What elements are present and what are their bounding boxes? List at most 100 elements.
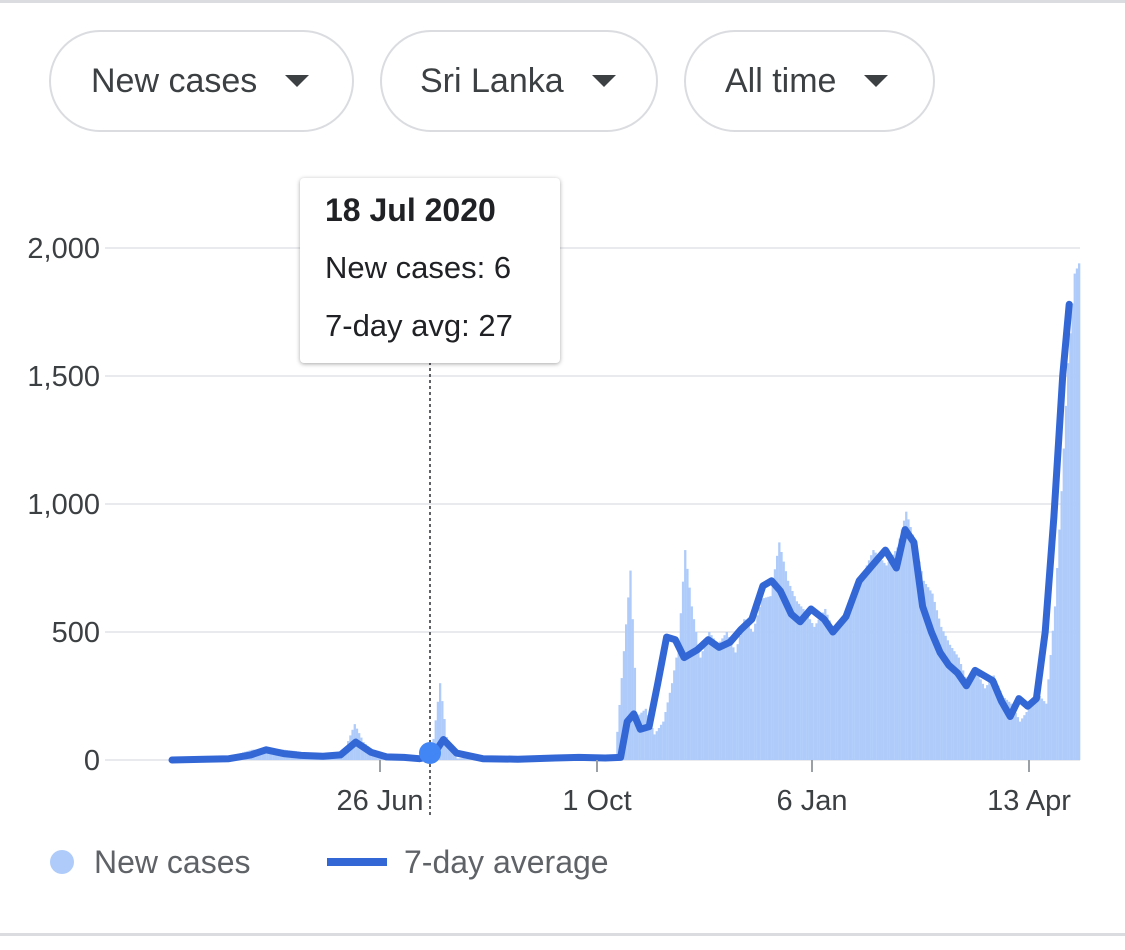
new-cases-bar bbox=[657, 728, 661, 760]
new-cases-bar bbox=[942, 631, 945, 760]
new-cases-bar bbox=[651, 728, 654, 760]
chevron-down-icon bbox=[591, 75, 616, 87]
new-cases-bar bbox=[953, 651, 956, 760]
new-cases-bar bbox=[979, 679, 982, 760]
new-cases-bar bbox=[1073, 273, 1076, 760]
new-cases-bar bbox=[705, 638, 709, 760]
new-cases-bar bbox=[990, 678, 993, 760]
new-cases-bar bbox=[994, 680, 998, 760]
new-cases-bar bbox=[986, 685, 989, 760]
new-cases-bar bbox=[730, 642, 733, 760]
new-cases-bar bbox=[1027, 708, 1030, 760]
new-cases-bar bbox=[743, 619, 746, 760]
legend-avg-label: 7-day average bbox=[404, 843, 609, 880]
legend-new-cases-label: New cases bbox=[94, 843, 251, 880]
new-cases-bar bbox=[946, 640, 949, 760]
new-cases-bar bbox=[714, 641, 718, 760]
country-dropdown[interactable]: Sri Lanka bbox=[380, 30, 658, 132]
new-cases-bar bbox=[870, 555, 873, 760]
new-cases-bar bbox=[865, 565, 869, 760]
new-cases-bar bbox=[962, 670, 965, 760]
new-cases-bar bbox=[1045, 703, 1048, 760]
new-cases-bar bbox=[749, 628, 753, 760]
new-cases-bar bbox=[859, 580, 862, 760]
new-cases-bar bbox=[767, 596, 770, 760]
new-cases-bar bbox=[454, 754, 457, 760]
new-cases-bar bbox=[756, 615, 759, 760]
top-divider bbox=[0, 0, 1125, 3]
new-cases-bar bbox=[721, 638, 724, 760]
new-cases-bar bbox=[1010, 703, 1013, 760]
new-cases-bar bbox=[745, 622, 748, 760]
new-cases-bar bbox=[719, 641, 722, 760]
new-cases-bar bbox=[863, 570, 866, 760]
new-cases-bar bbox=[692, 619, 696, 760]
new-cases-bar bbox=[738, 635, 742, 760]
new-cases-bar bbox=[1060, 491, 1063, 760]
new-cases-bar bbox=[666, 702, 669, 760]
new-cases-bar bbox=[695, 632, 698, 760]
new-cases-bar bbox=[723, 635, 726, 760]
new-cases-bar bbox=[900, 529, 904, 760]
new-cases-bar bbox=[734, 652, 737, 760]
new-cases-bar bbox=[697, 644, 700, 760]
new-cases-bar bbox=[948, 644, 952, 760]
new-cases-bar bbox=[660, 724, 663, 760]
new-cases-bar bbox=[944, 635, 947, 760]
new-cases-bar bbox=[1049, 655, 1052, 760]
new-cases-bar bbox=[874, 552, 877, 760]
new-cases-bar bbox=[918, 561, 921, 760]
new-cases-bar bbox=[710, 635, 713, 760]
new-cases-bar bbox=[977, 674, 980, 760]
new-cases-bar bbox=[835, 629, 838, 760]
new-cases-bar bbox=[681, 581, 685, 760]
new-cases-bar bbox=[922, 580, 925, 760]
new-cases-bar bbox=[653, 734, 656, 760]
new-cases-bar bbox=[771, 582, 774, 760]
new-cases-bar bbox=[983, 688, 987, 760]
metric-dropdown[interactable]: New cases bbox=[49, 30, 354, 132]
new-cases-bar bbox=[797, 603, 801, 760]
new-cases-bar bbox=[789, 585, 792, 760]
new-cases-bar bbox=[802, 608, 805, 760]
tooltip-avg: 7-day avg: 27 bbox=[325, 308, 513, 343]
new-cases-bar bbox=[452, 749, 455, 760]
legend-new-cases: New cases bbox=[50, 840, 251, 884]
new-cases-bar bbox=[972, 673, 976, 760]
time-range-dropdown[interactable]: All time bbox=[684, 30, 935, 132]
new-cases-bar bbox=[268, 748, 271, 760]
new-cases-bar bbox=[808, 619, 812, 760]
new-cases-bar bbox=[1069, 333, 1072, 760]
new-cases-bar bbox=[955, 654, 958, 760]
new-cases-bar bbox=[1003, 697, 1006, 760]
new-cases-bar bbox=[679, 613, 683, 760]
new-cases-bar bbox=[828, 620, 831, 760]
new-cases-bar bbox=[811, 623, 814, 760]
new-cases-bar bbox=[931, 593, 934, 760]
new-cases-bar bbox=[620, 678, 623, 760]
metric-dropdown-label: New cases bbox=[91, 61, 258, 100]
new-cases-bar bbox=[640, 712, 643, 760]
new-cases-bar bbox=[1034, 697, 1037, 760]
legend-line-icon bbox=[327, 858, 387, 866]
new-cases-bar bbox=[1016, 717, 1020, 760]
new-cases-bar bbox=[447, 741, 451, 760]
new-cases-bar bbox=[889, 558, 893, 760]
new-cases-bar bbox=[929, 590, 932, 760]
new-cases-bar bbox=[975, 670, 978, 760]
new-cases-bar bbox=[795, 601, 798, 760]
new-cases-bar bbox=[677, 644, 680, 760]
new-cases-bar bbox=[629, 570, 632, 760]
new-cases-bar bbox=[754, 623, 757, 760]
new-cases-bar bbox=[782, 561, 785, 760]
new-cases-bar bbox=[876, 555, 879, 760]
new-cases-bar bbox=[1021, 718, 1024, 760]
new-cases-bar bbox=[1025, 712, 1028, 760]
new-cases-bar bbox=[793, 596, 796, 760]
bottom-divider bbox=[0, 933, 1125, 936]
new-cases-bar bbox=[927, 587, 930, 760]
new-cases-bar bbox=[924, 584, 928, 760]
new-cases-bar bbox=[887, 561, 890, 760]
new-cases-bar bbox=[885, 565, 888, 760]
